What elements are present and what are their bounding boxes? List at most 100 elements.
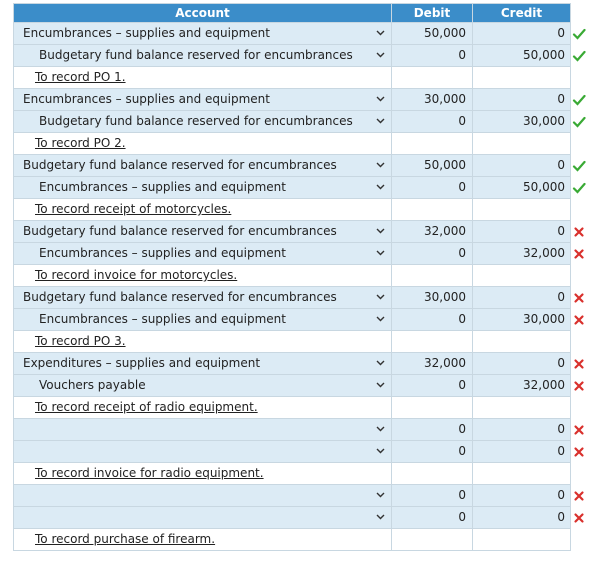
credit-input[interactable]: 32,000: [472, 242, 571, 265]
account-select[interactable]: Vouchers payable: [13, 374, 392, 397]
debit-input[interactable]: 0: [391, 440, 473, 463]
credit-value: 0: [557, 290, 565, 304]
account-select[interactable]: [13, 484, 392, 507]
credit-input[interactable]: 30,000: [472, 308, 571, 331]
debit-input[interactable]: 32,000: [391, 220, 473, 243]
debit-input[interactable]: 0: [391, 506, 473, 529]
debit-value: 32,000: [424, 356, 466, 370]
debit-input[interactable]: 0: [391, 374, 473, 397]
account-name: Budgetary fund balance reserved for encu…: [23, 158, 337, 172]
chevron-down-icon: [376, 118, 385, 124]
account-select[interactable]: Encumbrances – supplies and equipment: [13, 88, 392, 111]
debit-value: 0: [458, 48, 466, 62]
credit-input[interactable]: 0: [472, 352, 571, 375]
account-select[interactable]: Budgetary fund balance reserved for encu…: [13, 110, 392, 133]
account-select[interactable]: Encumbrances – supplies and equipment: [13, 22, 392, 45]
entry-description: To record invoice for motorcycles.: [35, 268, 238, 282]
credit-input[interactable]: 50,000: [472, 176, 571, 199]
debit-input[interactable]: 50,000: [391, 154, 473, 177]
entry-description-row: To record PO 1.: [13, 66, 571, 89]
entry-description-cell: To record PO 2.: [13, 132, 392, 155]
debit-input[interactable]: 0: [391, 418, 473, 441]
cross-icon: [574, 293, 584, 303]
account-select[interactable]: Budgetary fund balance reserved for encu…: [13, 220, 392, 243]
journal-entry-table: Account Debit Credit Encumbrances – supp…: [13, 3, 571, 551]
header-debit: Debit: [391, 3, 473, 23]
debit-input[interactable]: 0: [391, 110, 473, 133]
credit-input[interactable]: 32,000: [472, 374, 571, 397]
header-account: Account: [13, 3, 392, 23]
account-select[interactable]: [13, 506, 392, 529]
credit-input[interactable]: 0: [472, 88, 571, 111]
cross-icon: [574, 491, 584, 501]
debit-input[interactable]: 32,000: [391, 352, 473, 375]
account-select[interactable]: Encumbrances – supplies and equipment: [13, 176, 392, 199]
checkmark-icon: [572, 50, 586, 62]
debit-value: 30,000: [424, 290, 466, 304]
debit-input[interactable]: 30,000: [391, 286, 473, 309]
debit-input[interactable]: 0: [391, 176, 473, 199]
empty-cell: [472, 132, 571, 155]
cross-icon: [574, 315, 584, 325]
credit-value: 0: [557, 444, 565, 458]
debit-input[interactable]: 0: [391, 308, 473, 331]
checkmark-icon: [572, 28, 586, 40]
account-name: Encumbrances – supplies and equipment: [39, 312, 286, 326]
account-select[interactable]: Expenditures – supplies and equipment: [13, 352, 392, 375]
debit-input[interactable]: 0: [391, 44, 473, 67]
account-name: Encumbrances – supplies and equipment: [39, 180, 286, 194]
credit-input[interactable]: 0: [472, 220, 571, 243]
credit-value: 0: [557, 92, 565, 106]
account-name: Encumbrances – supplies and equipment: [23, 92, 270, 106]
debit-value: 0: [458, 510, 466, 524]
credit-input[interactable]: 30,000: [472, 110, 571, 133]
empty-cell: [472, 66, 571, 89]
credit-input[interactable]: 0: [472, 418, 571, 441]
credit-input[interactable]: 0: [472, 22, 571, 45]
debit-value: 0: [458, 312, 466, 326]
chevron-down-icon: [376, 492, 385, 498]
debit-value: 0: [458, 488, 466, 502]
account-select[interactable]: Budgetary fund balance reserved for encu…: [13, 154, 392, 177]
debit-input[interactable]: 30,000: [391, 88, 473, 111]
credit-input[interactable]: 0: [472, 286, 571, 309]
chevron-down-icon: [376, 228, 385, 234]
entry-description-cell: To record PO 3.: [13, 330, 392, 353]
account-select[interactable]: [13, 440, 392, 463]
debit-input[interactable]: 0: [391, 484, 473, 507]
account-name: Vouchers payable: [39, 378, 146, 392]
account-name: Budgetary fund balance reserved for encu…: [23, 224, 337, 238]
chevron-down-icon: [376, 514, 385, 520]
journal-row: Encumbrances – supplies and equipment 0 32…: [13, 242, 571, 265]
cross-icon: [574, 425, 584, 435]
credit-value: 32,000: [523, 246, 565, 260]
chevron-down-icon: [376, 52, 385, 58]
chevron-down-icon: [376, 316, 385, 322]
credit-input[interactable]: 50,000: [472, 44, 571, 67]
credit-input[interactable]: 0: [472, 440, 571, 463]
credit-input[interactable]: 0: [472, 506, 571, 529]
empty-cell: [391, 462, 473, 485]
debit-input[interactable]: 0: [391, 242, 473, 265]
credit-input[interactable]: 0: [472, 484, 571, 507]
account-select[interactable]: Budgetary fund balance reserved for encu…: [13, 44, 392, 67]
account-name: Encumbrances – supplies and equipment: [39, 246, 286, 260]
entry-description-row: To record invoice for radio equipment.: [13, 462, 571, 485]
account-select[interactable]: Budgetary fund balance reserved for encu…: [13, 286, 392, 309]
empty-cell: [472, 264, 571, 287]
account-select[interactable]: [13, 418, 392, 441]
account-select[interactable]: Encumbrances – supplies and equipment: [13, 242, 392, 265]
credit-input[interactable]: 0: [472, 154, 571, 177]
account-select[interactable]: Encumbrances – supplies and equipment: [13, 308, 392, 331]
debit-input[interactable]: 50,000: [391, 22, 473, 45]
credit-value: 0: [557, 26, 565, 40]
chevron-down-icon: [376, 162, 385, 168]
empty-cell: [391, 132, 473, 155]
journal-row: Budgetary fund balance reserved for encu…: [13, 154, 571, 177]
cross-icon: [574, 227, 584, 237]
entry-description-row: To record invoice for motorcycles.: [13, 264, 571, 287]
credit-value: 0: [557, 158, 565, 172]
entry-description-cell: To record receipt of radio equipment.: [13, 396, 392, 419]
checkmark-icon: [572, 94, 586, 106]
